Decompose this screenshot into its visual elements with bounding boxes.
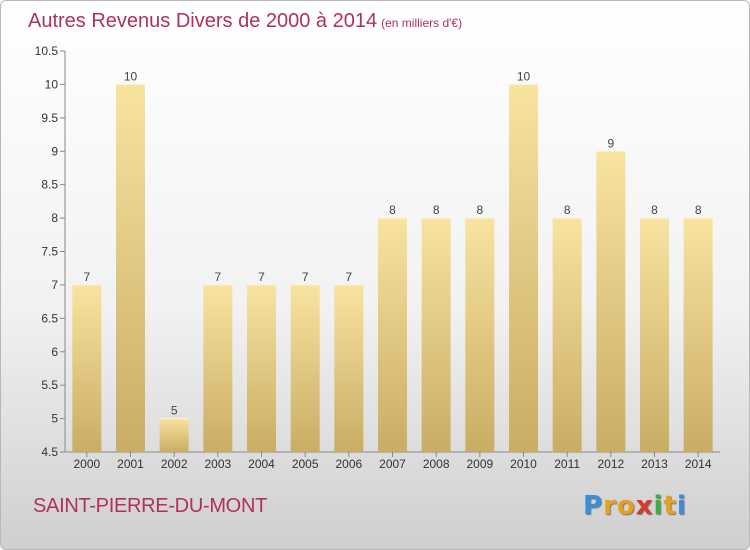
y-tick-label: 6.5	[41, 311, 58, 325]
y-tick-label: 4.5	[41, 445, 58, 459]
y-tick-label: 7	[51, 278, 58, 292]
logo-letter: P	[583, 491, 604, 521]
bar	[72, 284, 102, 452]
bars	[72, 83, 713, 453]
chart-title-text: Autres Revenus Divers de 2000 à 2014	[28, 10, 378, 32]
x-tick-label: 2002	[161, 457, 188, 471]
y-tick-label: 10	[45, 77, 59, 91]
bar-data-label: 8	[433, 203, 440, 217]
logo-letter: r	[603, 491, 617, 521]
y-tick-label: 5	[51, 412, 58, 426]
bar	[203, 284, 233, 452]
x-tick-label: 2000	[73, 457, 100, 471]
bar	[247, 284, 276, 452]
y-tick-label: 7.5	[41, 245, 58, 259]
logo-letter: t	[663, 491, 677, 521]
bar	[116, 84, 145, 453]
bar-data-label: 10	[124, 69, 138, 83]
city-name: SAINT-PIERRE-DU-MONT	[33, 495, 268, 517]
y-tick-label: 10.5	[35, 44, 59, 58]
bar-data-label: 8	[389, 203, 396, 217]
y-tick-label: 9.5	[41, 111, 58, 125]
bar-data-label: 8	[476, 203, 483, 217]
logo-letter: x	[635, 491, 654, 521]
bar	[378, 218, 407, 452]
x-tick-label: 2013	[641, 457, 668, 471]
bar-data-label: 5	[171, 404, 178, 418]
y-tick-label: 9	[51, 144, 58, 158]
proxiti-logo[interactable]: Proxiti	[583, 491, 687, 521]
chart-title: Autres Revenus Divers de 2000 à 2014 (en …	[28, 10, 462, 33]
x-tick-label: 2011	[554, 457, 580, 471]
x-tick-label: 2003	[204, 457, 231, 471]
bar-data-label: 8	[564, 203, 571, 217]
chart-unit-note: (en milliers d'€)	[381, 16, 463, 30]
data-labels: 7 10 5 7 7 7 7 8 8 8 10 8 9 8 8	[83, 69, 701, 417]
bar	[465, 218, 495, 452]
x-tick-label: 2004	[248, 457, 275, 471]
bar-data-label: 10	[517, 69, 531, 83]
x-tick-label: 2001	[117, 457, 144, 471]
logo-letter: i	[653, 491, 664, 521]
bar-data-label: 7	[302, 270, 309, 284]
logo-letter: i	[676, 491, 687, 521]
bar	[290, 284, 320, 452]
x-tick-label: 2005	[292, 457, 319, 471]
x-tick-label: 2012	[597, 457, 624, 471]
y-tick-label: 8.5	[41, 178, 58, 192]
y-tick-label: 6	[51, 345, 58, 359]
x-tick-label: 2009	[466, 457, 493, 471]
x-tick-label: 2007	[379, 457, 406, 471]
bar-data-label: 9	[607, 136, 614, 150]
logo-letter: o	[616, 491, 636, 521]
x-tick-label: 2014	[685, 457, 712, 471]
y-tick-label: 5.5	[41, 378, 58, 392]
bar	[421, 218, 451, 452]
x-tick-label: 2006	[335, 457, 362, 471]
bar-data-label: 7	[258, 270, 265, 284]
bar	[334, 284, 364, 452]
y-tick-label: 8	[51, 211, 58, 225]
x-tick-label: 2010	[510, 457, 537, 471]
bar-data-label: 8	[651, 203, 658, 217]
bar-data-label: 8	[695, 203, 702, 217]
bar	[640, 218, 669, 452]
bar-data-label: 7	[214, 270, 221, 284]
bar	[596, 151, 626, 452]
bar-data-label: 7	[83, 270, 90, 284]
bar-data-label: 7	[345, 270, 352, 284]
bar	[159, 418, 189, 452]
bar	[552, 218, 582, 452]
bar	[683, 218, 713, 452]
bar	[509, 84, 538, 453]
x-tick-label: 2008	[423, 457, 450, 471]
